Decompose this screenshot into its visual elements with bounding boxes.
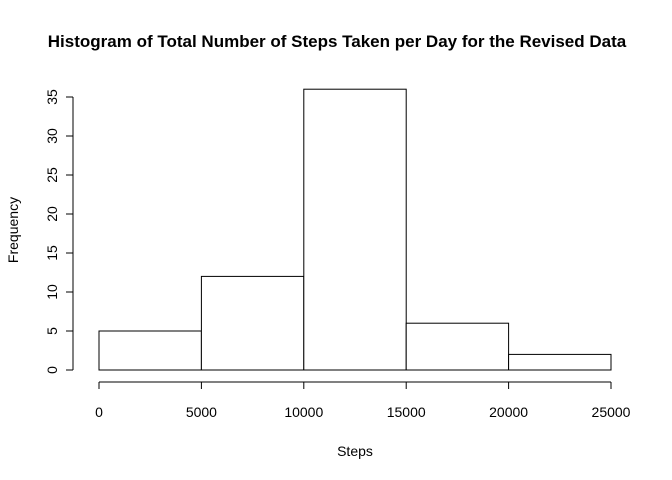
x-tick-label: 10000 — [284, 404, 323, 420]
x-tick-label: 15000 — [387, 404, 426, 420]
x-tick-label: 20000 — [489, 404, 528, 420]
y-tick-label: 5 — [44, 327, 60, 335]
x-tick-label: 0 — [95, 404, 103, 420]
histogram-bar-5 — [508, 353, 612, 371]
x-tick-label: 5000 — [186, 404, 217, 420]
x-axis: 0 5000 10000 15000 20000 25000 — [95, 381, 631, 420]
y-axis-label: Frequency — [5, 197, 21, 263]
y-axis: 0 5 10 15 20 25 30 35 — [44, 89, 74, 374]
histogram-bar-4 — [405, 322, 510, 371]
y-tick-label: 0 — [44, 366, 60, 374]
histogram-bar-2 — [200, 275, 305, 371]
y-tick-label: 25 — [44, 167, 60, 183]
y-tick-label: 35 — [44, 89, 60, 105]
x-axis-label: Steps — [337, 443, 373, 459]
histogram-bar-1 — [98, 330, 202, 371]
bars-group — [98, 88, 612, 371]
chart-title: Histogram of Total Number of Steps Taken… — [48, 32, 627, 51]
y-tick-label: 30 — [44, 128, 60, 144]
y-tick-label: 20 — [44, 206, 60, 222]
histogram-bar-3 — [303, 88, 407, 371]
y-tick-label: 10 — [44, 284, 60, 300]
y-tick-label: 15 — [44, 245, 60, 261]
x-tick-label: 25000 — [592, 404, 631, 420]
